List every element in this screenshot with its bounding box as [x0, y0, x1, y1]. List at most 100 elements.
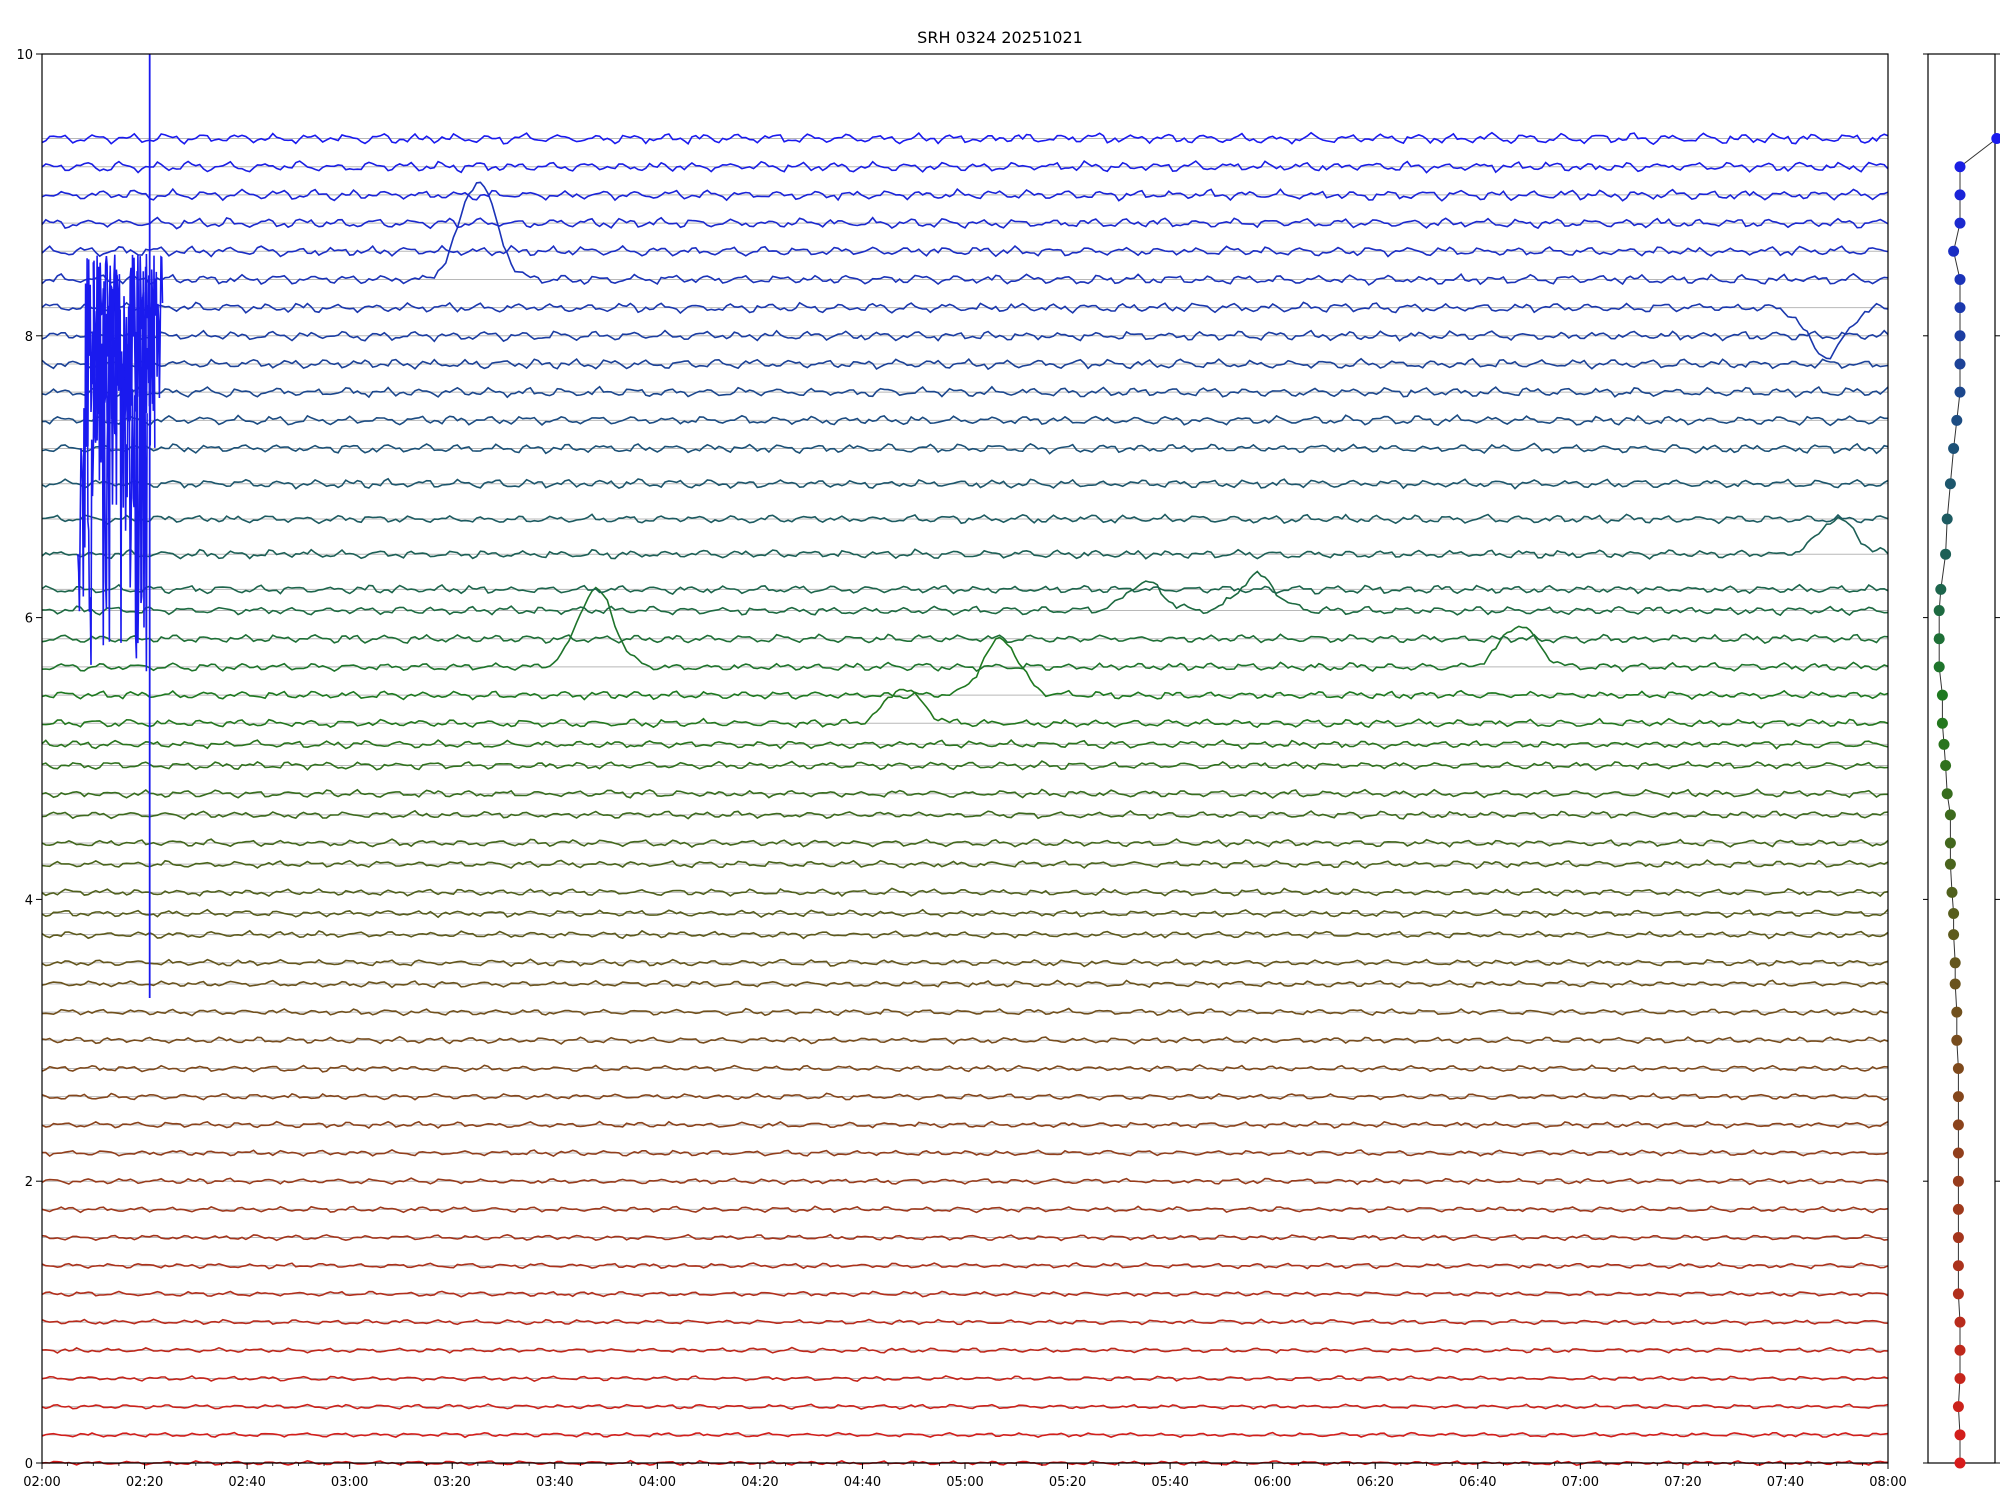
- side-marker: [1952, 1232, 1964, 1244]
- x-tick-label: 08:00: [1869, 1475, 1906, 1490]
- series-line: [41, 1092, 1889, 1101]
- side-marker: [1952, 1119, 1964, 1131]
- side-marker: [1954, 1316, 1966, 1328]
- side-marker: [1933, 661, 1945, 673]
- side-marker: [1954, 217, 1966, 229]
- side-marker: [1952, 1091, 1964, 1103]
- series-line: [41, 187, 1889, 202]
- side-marker: [1946, 886, 1958, 898]
- side-marker: [1954, 386, 1966, 398]
- x-tick-label: 02:20: [126, 1475, 163, 1490]
- series-line: [41, 329, 1889, 343]
- side-marker: [1935, 583, 1947, 595]
- series-line: [41, 1261, 1889, 1270]
- series-line: [41, 1205, 1889, 1214]
- series-line: [41, 1035, 1889, 1045]
- side-marker: [1954, 1457, 1966, 1469]
- side-marker: [1954, 161, 1966, 173]
- x-tick-label: 02:40: [228, 1475, 265, 1490]
- series-line: [41, 838, 1889, 848]
- side-marker: [1951, 414, 1963, 426]
- side-marker: [1952, 1260, 1964, 1272]
- series-line: [41, 633, 1889, 645]
- series-line: [92, 253, 164, 448]
- series-line: [41, 216, 1889, 230]
- side-marker: [1944, 837, 1956, 849]
- series-line: [41, 1120, 1889, 1129]
- x-tick-label: 07:40: [1767, 1475, 1804, 1490]
- side-marker: [1948, 929, 1960, 941]
- side-marker: [1948, 443, 1960, 455]
- series-line: [41, 413, 1888, 427]
- series-line: [41, 159, 1889, 174]
- series-line: [41, 477, 1889, 490]
- side-marker: [1936, 689, 1948, 701]
- series-line: [41, 385, 1889, 399]
- x-tick-label: 06:20: [1356, 1475, 1393, 1490]
- x-tick-label: 04:00: [639, 1475, 676, 1490]
- side-marker: [1954, 330, 1966, 342]
- series-line: [41, 442, 1889, 455]
- y-tick-label: 2: [25, 1175, 33, 1190]
- series-line: [41, 738, 1889, 750]
- x-tick-label: 06:40: [1459, 1475, 1496, 1490]
- side-marker: [1933, 605, 1945, 617]
- series-line: [41, 908, 1889, 919]
- side-marker: [1949, 957, 1961, 969]
- side-marker: [1954, 273, 1966, 285]
- x-tick-label: 07:20: [1664, 1475, 1701, 1490]
- series-line: [41, 887, 1889, 898]
- side-marker: [1944, 809, 1956, 821]
- series-line: [42, 1148, 1889, 1158]
- series-line: [41, 1346, 1889, 1354]
- series-line: [41, 1064, 1889, 1073]
- side-marker: [1952, 1401, 1964, 1413]
- side-marker: [1938, 738, 1950, 750]
- series-line: [41, 809, 1889, 820]
- series-line: [41, 1375, 1889, 1382]
- series-line: [41, 760, 1889, 771]
- side-marker: [1954, 1344, 1966, 1356]
- y-tick-label: 0: [25, 1457, 33, 1472]
- side-marker: [1952, 1062, 1964, 1074]
- series-line: [41, 301, 1889, 360]
- series-line: [41, 929, 1889, 940]
- series-line: [41, 1431, 1889, 1439]
- series-line: [41, 1290, 1889, 1298]
- series-line: [41, 244, 1889, 258]
- x-tick-label: 03:00: [331, 1475, 368, 1490]
- side-marker: [1948, 907, 1960, 919]
- x-tick-label: 05:40: [1151, 1475, 1188, 1490]
- series-line: [41, 131, 1889, 146]
- x-tick-label: 03:20: [433, 1475, 470, 1490]
- series-line: [41, 357, 1889, 371]
- side-marker: [1952, 1175, 1964, 1187]
- side-panel: [1923, 53, 2000, 1469]
- y-tick-label: 6: [25, 612, 33, 627]
- series-line: [77, 254, 148, 672]
- side-marker: [1952, 1147, 1964, 1159]
- side-marker: [1954, 302, 1966, 314]
- side-marker: [1940, 760, 1952, 772]
- side-marker: [1951, 1006, 1963, 1018]
- series-line: [41, 688, 1889, 729]
- side-marker: [1936, 717, 1948, 729]
- series-line: [41, 583, 1889, 596]
- side-marker: [1949, 978, 1961, 990]
- side-marker: [1954, 1429, 1966, 1441]
- side-marker: [1954, 358, 1966, 370]
- series-line: [41, 570, 1889, 617]
- x-tick-label: 04:40: [844, 1475, 881, 1490]
- x-tick-label: 02:00: [23, 1475, 60, 1490]
- y-tick-label: 4: [25, 893, 33, 908]
- series-line: [41, 181, 1889, 286]
- side-marker: [1991, 133, 2000, 145]
- side-marker: [1933, 633, 1945, 645]
- series-line: [41, 958, 1889, 968]
- series-line: [41, 1177, 1889, 1186]
- axes-layer: 02:00 02:20 02:40 03:00 03:20 03:40 04:00 04:20…: [16, 48, 1906, 1490]
- x-tick-label: 03:40: [536, 1475, 573, 1490]
- side-marker: [1954, 189, 1966, 201]
- trace-layer: [41, 54, 1889, 1467]
